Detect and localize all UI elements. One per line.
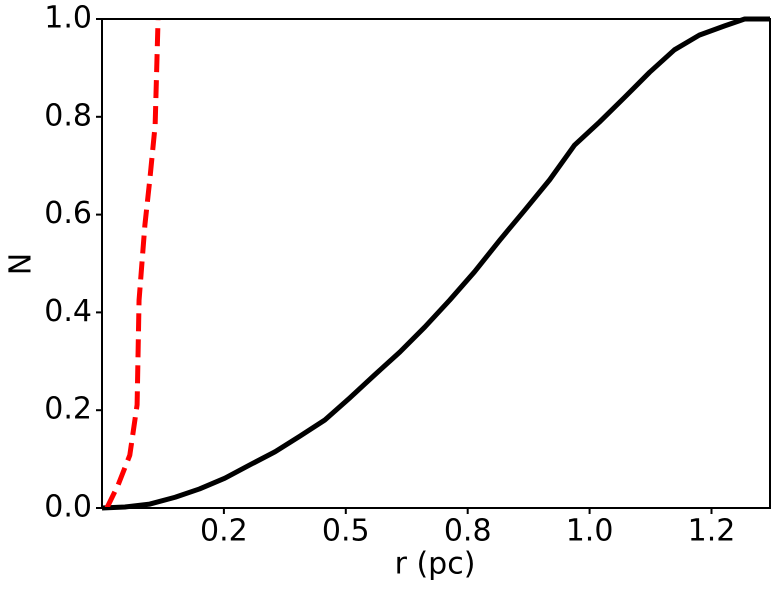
y-axis-label: N xyxy=(4,253,39,275)
y-tick-label: 1.0 xyxy=(44,1,92,36)
y-tick-label: 0.8 xyxy=(44,98,92,133)
x-tick-label: 1.0 xyxy=(566,514,614,549)
x-tick-label: 0.5 xyxy=(322,514,370,549)
x-tick-label: 1.2 xyxy=(688,514,736,549)
data-line xyxy=(101,16,770,511)
y-tick-label: 0.6 xyxy=(44,196,92,231)
x-tick-label: 0.8 xyxy=(444,514,492,549)
data-line xyxy=(104,18,161,510)
y-tick-label: 0.2 xyxy=(44,392,92,427)
x-tick-label: 0.2 xyxy=(200,514,248,549)
plot-frame xyxy=(101,18,771,509)
y-tick-label: 0.0 xyxy=(44,490,92,525)
y-tick-label: 0.4 xyxy=(44,294,92,329)
x-axis-label: r (pc) xyxy=(395,547,476,582)
